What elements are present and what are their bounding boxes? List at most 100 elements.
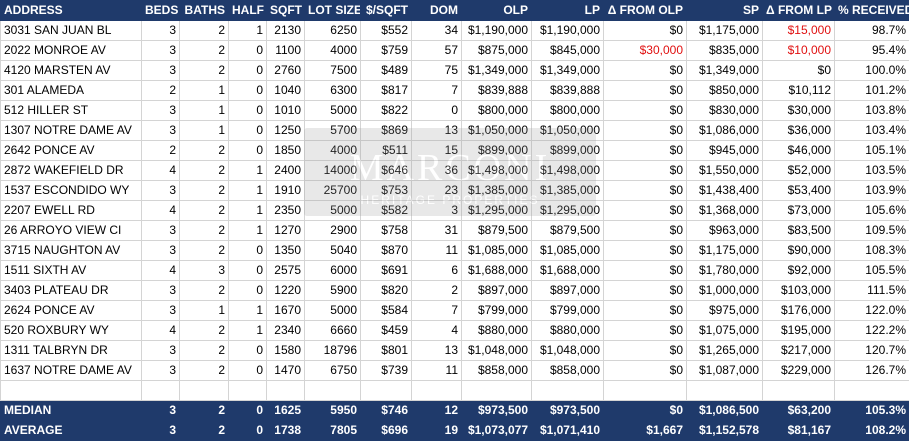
summary-cell-beds[interactable]: 3 — [141, 400, 180, 421]
cell-olp[interactable]: $1,190,000 — [461, 20, 532, 41]
cell-received[interactable]: 120.7% — [834, 340, 909, 361]
cell-dom[interactable]: 2 — [411, 280, 462, 301]
cell-sqft[interactable]: 1100 — [266, 40, 305, 61]
cell-sp[interactable]: $1,349,000 — [686, 60, 763, 81]
cell-sp[interactable]: $945,000 — [686, 140, 763, 161]
cell-from-olp[interactable]: $0 — [603, 80, 687, 101]
cell-sqft[interactable]: 2350 — [266, 200, 305, 221]
cell-baths[interactable]: 1 — [179, 100, 229, 121]
cell-received[interactable]: 100.0% — [834, 60, 909, 81]
cell-lp[interactable]: $1,295,000 — [531, 200, 604, 221]
cell-olp[interactable]: $839,888 — [461, 80, 532, 101]
cell-received[interactable]: 103.5% — [834, 160, 909, 181]
cell-sqft[interactable]: $759 — [360, 40, 412, 61]
cell-from-lp[interactable]: $36,000 — [762, 120, 835, 141]
column-header-received[interactable]: % RECEIVED — [834, 0, 909, 21]
cell-sp[interactable]: $1,368,000 — [686, 200, 763, 221]
cell-olp[interactable]: $897,000 — [461, 280, 532, 301]
cell-olp[interactable]: $1,050,000 — [461, 120, 532, 141]
cell-received[interactable]: 126.7% — [834, 360, 909, 381]
cell-sqft[interactable]: $801 — [360, 340, 412, 361]
cell-lot-size[interactable]: 5000 — [304, 100, 361, 121]
cell-sp[interactable]: $1,550,000 — [686, 160, 763, 181]
cell-baths[interactable]: 2 — [179, 160, 229, 181]
cell-sqft[interactable]: 1850 — [266, 140, 305, 161]
column-header-olp[interactable]: OLP — [461, 0, 532, 21]
cell-sqft[interactable]: 2340 — [266, 320, 305, 341]
cell-from-lp[interactable]: $90,000 — [762, 240, 835, 261]
summary-cell-received[interactable]: 108.2% — [834, 420, 909, 441]
cell-olp[interactable]: $1,385,000 — [461, 180, 532, 201]
cell-beds[interactable]: 2 — [141, 80, 180, 101]
cell-lot-size[interactable]: 6000 — [304, 260, 361, 281]
cell-from-lp[interactable]: $0 — [762, 60, 835, 81]
cell-sqft[interactable]: 1220 — [266, 280, 305, 301]
cell-dom[interactable]: 13 — [411, 340, 462, 361]
cell-address[interactable]: 520 ROXBURY WY — [0, 320, 142, 341]
cell-baths[interactable]: 2 — [179, 220, 229, 241]
cell-beds[interactable]: 4 — [141, 260, 180, 281]
empty-cell[interactable] — [834, 380, 909, 401]
cell-beds[interactable]: 3 — [141, 180, 180, 201]
cell-dom[interactable]: 57 — [411, 40, 462, 61]
cell-sqft[interactable]: $869 — [360, 120, 412, 141]
cell-address[interactable]: 512 HILLER ST — [0, 100, 142, 121]
cell-dom[interactable]: 15 — [411, 140, 462, 161]
cell-lot-size[interactable]: 25700 — [304, 180, 361, 201]
cell-sp[interactable]: $1,087,000 — [686, 360, 763, 381]
cell-lp[interactable]: $839,888 — [531, 80, 604, 101]
cell-received[interactable]: 103.9% — [834, 180, 909, 201]
empty-cell[interactable] — [686, 380, 763, 401]
empty-cell[interactable] — [360, 380, 412, 401]
cell-from-olp[interactable]: $0 — [603, 240, 687, 261]
cell-sqft[interactable]: 2400 — [266, 160, 305, 181]
cell-from-olp[interactable]: $0 — [603, 300, 687, 321]
cell-lot-size[interactable]: 2900 — [304, 220, 361, 241]
cell-baths[interactable]: 2 — [179, 320, 229, 341]
cell-dom[interactable]: 11 — [411, 240, 462, 261]
cell-from-lp[interactable]: $73,000 — [762, 200, 835, 221]
cell-olp[interactable]: $879,500 — [461, 220, 532, 241]
cell-from-lp[interactable]: $103,000 — [762, 280, 835, 301]
cell-sqft[interactable]: 1010 — [266, 100, 305, 121]
empty-cell[interactable] — [762, 380, 835, 401]
summary-cell-baths[interactable]: 2 — [179, 420, 229, 441]
cell-sp[interactable]: $1,175,000 — [686, 20, 763, 41]
summary-cell-sp[interactable]: $1,086,500 — [686, 400, 763, 421]
summary-cell-sqft[interactable]: $746 — [360, 400, 412, 421]
cell-olp[interactable]: $799,000 — [461, 300, 532, 321]
summary-cell-sqft[interactable]: 1738 — [266, 420, 305, 441]
cell-sqft[interactable]: 1470 — [266, 360, 305, 381]
cell-address[interactable]: 3031 SAN JUAN BL — [0, 20, 142, 41]
cell-lot-size[interactable]: 7500 — [304, 60, 361, 81]
cell-lot-size[interactable]: 6660 — [304, 320, 361, 341]
cell-lp[interactable]: $1,349,000 — [531, 60, 604, 81]
cell-from-lp[interactable]: $176,000 — [762, 300, 835, 321]
cell-olp[interactable]: $1,048,000 — [461, 340, 532, 361]
cell-sp[interactable]: $835,000 — [686, 40, 763, 61]
cell-from-olp[interactable]: $0 — [603, 180, 687, 201]
summary-cell-dom[interactable]: 12 — [411, 400, 462, 421]
cell-beds[interactable]: 3 — [141, 120, 180, 141]
cell-lp[interactable]: $1,085,000 — [531, 240, 604, 261]
cell-received[interactable]: 105.5% — [834, 260, 909, 281]
cell-half[interactable]: 1 — [228, 20, 267, 41]
cell-olp[interactable]: $880,000 — [461, 320, 532, 341]
cell-half[interactable]: 0 — [228, 120, 267, 141]
cell-sp[interactable]: $975,000 — [686, 300, 763, 321]
summary-cell-dom[interactable]: 19 — [411, 420, 462, 441]
cell-lot-size[interactable]: 4000 — [304, 140, 361, 161]
cell-from-olp[interactable]: $30,000 — [603, 40, 687, 61]
empty-cell[interactable] — [266, 380, 305, 401]
cell-baths[interactable]: 3 — [179, 260, 229, 281]
cell-sqft[interactable]: $489 — [360, 60, 412, 81]
cell-sqft[interactable]: $584 — [360, 300, 412, 321]
cell-lot-size[interactable]: 4000 — [304, 40, 361, 61]
cell-baths[interactable]: 2 — [179, 200, 229, 221]
cell-sqft[interactable]: 1580 — [266, 340, 305, 361]
summary-cell-address[interactable]: AVERAGE — [0, 420, 142, 441]
cell-received[interactable]: 111.5% — [834, 280, 909, 301]
column-header-sqft[interactable]: $/SQFT — [360, 0, 412, 21]
cell-baths[interactable]: 2 — [179, 180, 229, 201]
summary-cell-lp[interactable]: $1,071,410 — [531, 420, 604, 441]
